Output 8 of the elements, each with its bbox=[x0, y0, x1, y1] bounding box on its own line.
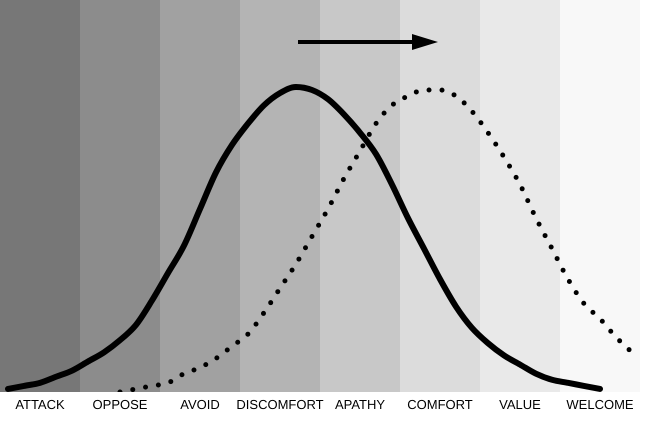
x-tick-label: WELCOME bbox=[566, 397, 634, 412]
x-tick-label: VALUE bbox=[499, 397, 542, 412]
x-tick-label: COMFORT bbox=[407, 397, 473, 412]
x-tick-label: APATHY bbox=[334, 397, 386, 412]
x-tick-label: ATTACK bbox=[15, 397, 65, 412]
x-tick-label: OPPOSE bbox=[92, 397, 148, 412]
x-tick-label: AVOID bbox=[180, 397, 220, 412]
x-tick-label: DISCOMFORT bbox=[236, 397, 324, 412]
